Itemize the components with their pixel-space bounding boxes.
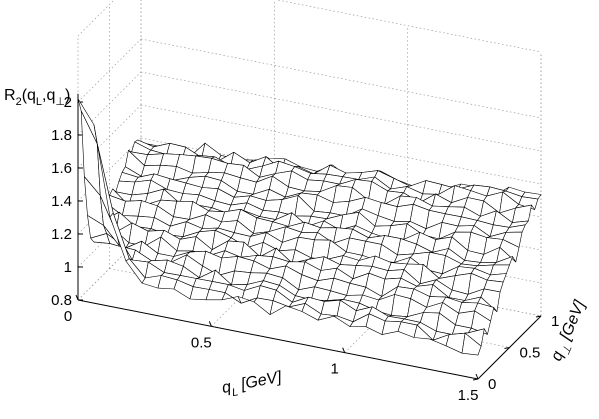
axes-lines	[75, 93, 542, 381]
y-tick	[504, 347, 510, 349]
z-tick-label: 2	[64, 94, 72, 111]
z-tick-label: 0.8	[51, 292, 72, 309]
x-tick	[75, 294, 79, 301]
y-tick-label: 0.5	[520, 345, 541, 362]
x-tick-label: 1.5	[458, 387, 479, 404]
x-tick-label: 0.5	[191, 334, 212, 351]
x-axis-label: qL [GeV]	[221, 369, 285, 401]
x-tick	[342, 347, 346, 353]
box-edge	[275, 0, 542, 53]
y-tick-label: 1	[551, 313, 559, 330]
x-axis-line	[77, 299, 479, 380]
box-edge	[77, 0, 115, 37]
x-tick-label: 1	[330, 361, 338, 378]
y-tick-label: 0	[488, 376, 496, 393]
z-tick-label: 1.6	[51, 160, 72, 177]
surface-cell	[253, 297, 274, 315]
y-tick	[472, 378, 479, 381]
grid-line	[77, 137, 142, 202]
z-tick-label: 1.8	[51, 127, 72, 144]
x-tick	[208, 321, 212, 327]
grid-line	[77, 38, 142, 103]
grid-line	[77, 104, 142, 169]
grid-line	[77, 236, 142, 301]
surface-cell	[461, 332, 482, 356]
x-tick	[475, 373, 479, 380]
z-tick-label: 1.4	[51, 193, 72, 210]
y-axis-label: q⊥ [GeV]	[548, 298, 592, 365]
surface-cell	[381, 320, 402, 335]
z-tick-labels: 0.8 1 1.2 1.4 1.6 1.8 2	[51, 94, 72, 309]
z-axis-label: R2(qL,q⊥)	[4, 87, 70, 108]
z-tick-label: 1	[64, 259, 72, 276]
y-tick	[535, 315, 542, 318]
x-tick-label: 0	[64, 308, 72, 325]
grid-line	[140, 38, 542, 119]
z-tick-label: 1.2	[51, 226, 72, 243]
x-tick-labels: 0 0.5 1 1.5	[64, 308, 479, 404]
grid-line	[77, 71, 142, 136]
grid-line	[140, 71, 542, 152]
surface-mesh	[77, 98, 542, 356]
surface-cell	[422, 180, 443, 195]
y-tick-labels: 00.51	[488, 313, 559, 393]
